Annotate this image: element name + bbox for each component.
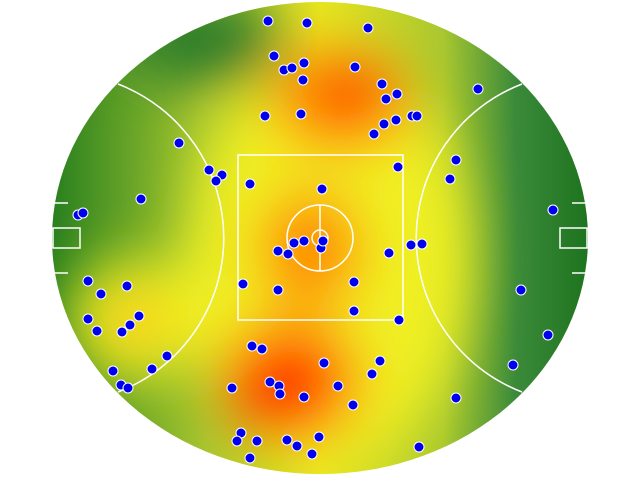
point xyxy=(295,108,307,120)
point xyxy=(374,355,386,367)
point xyxy=(77,207,89,219)
point xyxy=(405,239,417,251)
point xyxy=(316,183,328,195)
point xyxy=(264,376,276,388)
point xyxy=(507,359,519,371)
point xyxy=(82,313,94,325)
point xyxy=(282,248,294,260)
point xyxy=(203,164,215,176)
point xyxy=(135,193,147,205)
point xyxy=(272,284,284,296)
point xyxy=(362,22,374,34)
point xyxy=(91,325,103,337)
point xyxy=(413,441,425,453)
point xyxy=(547,204,559,216)
point xyxy=(301,17,313,29)
point xyxy=(298,235,310,247)
point xyxy=(231,435,243,447)
point xyxy=(259,110,271,122)
point xyxy=(392,161,404,173)
point xyxy=(298,391,310,403)
point xyxy=(124,319,136,331)
point xyxy=(121,280,133,292)
point xyxy=(317,235,329,247)
point xyxy=(391,88,403,100)
point xyxy=(416,238,428,250)
point xyxy=(256,343,268,355)
point xyxy=(393,314,405,326)
point xyxy=(368,128,380,140)
point xyxy=(318,357,330,369)
point xyxy=(161,350,173,362)
point xyxy=(95,288,107,300)
point xyxy=(366,368,378,380)
point xyxy=(291,440,303,452)
point xyxy=(82,275,94,287)
point xyxy=(122,382,134,394)
point xyxy=(286,62,298,74)
point xyxy=(210,175,222,187)
point xyxy=(116,326,128,338)
point xyxy=(378,118,390,130)
point xyxy=(298,57,310,69)
point xyxy=(146,363,158,375)
point xyxy=(297,74,309,86)
point xyxy=(411,110,423,122)
point xyxy=(246,340,258,352)
point xyxy=(390,114,402,126)
point xyxy=(281,434,293,446)
point xyxy=(268,50,280,62)
point xyxy=(244,178,256,190)
point xyxy=(274,388,286,400)
point xyxy=(349,61,361,73)
heatmap xyxy=(52,2,588,474)
point xyxy=(332,380,344,392)
point xyxy=(348,276,360,288)
point xyxy=(251,435,263,447)
point xyxy=(313,431,325,443)
point xyxy=(107,365,119,377)
point xyxy=(472,83,484,95)
point xyxy=(347,399,359,411)
point xyxy=(444,173,456,185)
point xyxy=(515,284,527,296)
point xyxy=(262,15,274,27)
point xyxy=(173,137,185,149)
point xyxy=(306,448,318,460)
point xyxy=(288,237,300,249)
point xyxy=(272,245,284,257)
point xyxy=(237,278,249,290)
point xyxy=(542,329,554,341)
point xyxy=(348,305,360,317)
point xyxy=(226,382,238,394)
point xyxy=(376,78,388,90)
point xyxy=(450,154,462,166)
point xyxy=(244,452,256,464)
point xyxy=(133,310,145,322)
point xyxy=(380,93,392,105)
point xyxy=(450,392,462,404)
point xyxy=(383,247,395,259)
